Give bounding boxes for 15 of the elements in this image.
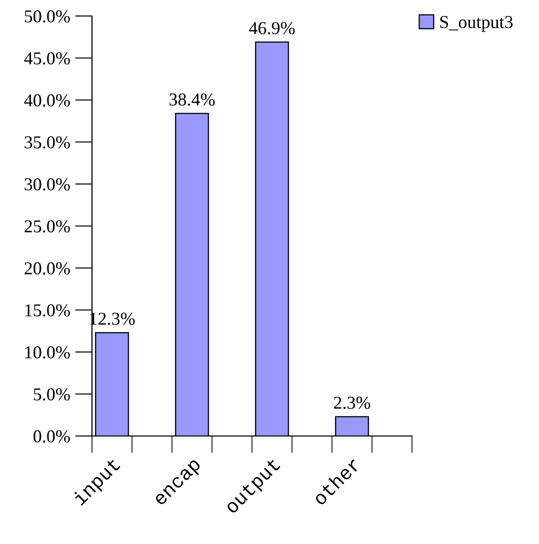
y-tick-label: 15.0%: [25, 304, 70, 317]
y-tick-label: 25.0%: [24, 220, 70, 233]
y-tick-label: 45.0%: [24, 52, 70, 65]
y-tick-label: 20.0%: [24, 262, 70, 275]
y-tick-label: 50.0%: [24, 10, 70, 23]
y-tick-label: 30.0%: [24, 178, 70, 191]
data-label: 38.4%: [170, 93, 215, 106]
y-tick-label: 5.0%: [34, 388, 70, 401]
y-tick-label: 35.0%: [24, 136, 70, 149]
data-label: 2.3%: [334, 396, 370, 409]
y-tick-label: 10.0%: [25, 346, 70, 359]
y-tick-label: 0.0%: [34, 430, 70, 443]
y-tick-label: 40.0%: [24, 94, 70, 107]
legend-label: S_output3: [440, 16, 513, 32]
data-label: 46.9%: [249, 22, 295, 34]
